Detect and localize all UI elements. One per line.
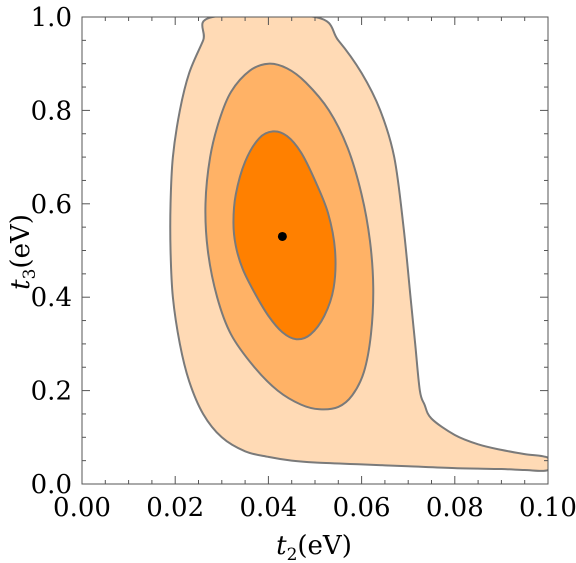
contour-regions: [169, 17, 548, 472]
y-tick-label: 0.6: [31, 190, 72, 220]
y-axis-title: t3(eV): [6, 214, 40, 290]
x-tick-label: 0.06: [333, 493, 391, 523]
x-tick-label: 0.10: [519, 493, 576, 523]
axis-ticks: [81, 16, 549, 485]
best-fit-layer: [277, 231, 287, 241]
x-axis-title: t2(eV): [276, 531, 352, 563]
y-tick-label: 0.4: [31, 283, 72, 313]
x-tick-label: 0.08: [426, 493, 484, 523]
best-fit-point: [277, 231, 287, 241]
y-tick-label: 0.0: [31, 470, 72, 500]
tick-labels: 0.00 0.02 0.04 0.06 0.08 0.10 0.0 0.2 0.4 0.6 0.8 1…: [31, 3, 576, 523]
y-tick-label: 0.8: [31, 96, 72, 126]
y-tick-label: 0.2: [31, 377, 72, 407]
x-tick-label: 0.02: [146, 493, 204, 523]
x-tick-label: 0.00: [53, 493, 111, 523]
x-tick-label: 0.04: [239, 493, 297, 523]
y-tick-label: 1.0: [31, 3, 72, 33]
